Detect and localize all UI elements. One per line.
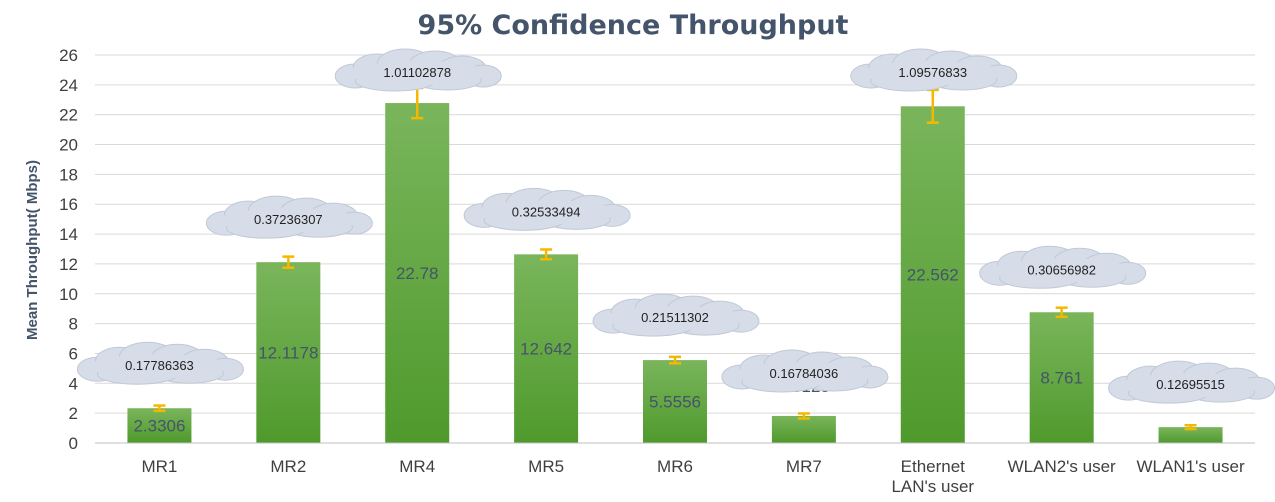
cloud-body <box>605 306 745 331</box>
value-label: 22.78 <box>396 264 439 283</box>
value-label: 12.642 <box>520 340 572 359</box>
confidence-cloud: 0.30656982 <box>979 245 1147 289</box>
bars <box>127 103 1223 443</box>
bar <box>385 103 450 443</box>
bar <box>514 254 579 443</box>
confidence-cloud: 0.12695515 <box>1108 360 1275 404</box>
error-bars <box>153 86 1197 431</box>
cloud-body <box>218 208 359 233</box>
y-tick-label: 14 <box>59 225 78 244</box>
category-label: MR1 <box>141 457 177 476</box>
cloud-body <box>1120 373 1261 398</box>
category-label: MR7 <box>786 457 822 476</box>
value-label: 8.761 <box>1040 369 1083 388</box>
confidence-label: 1.01102878 <box>383 65 451 80</box>
bar <box>1029 312 1094 443</box>
y-tick-label: 16 <box>59 195 78 214</box>
confidence-label: 0.30656982 <box>1027 262 1096 277</box>
confidence-label: 0.17786363 <box>125 358 194 373</box>
bar <box>771 415 836 443</box>
confidence-cloud: 0.16784036 <box>721 349 889 393</box>
confidence-cloud: 0.32533494 <box>463 187 631 231</box>
value-label: 2.3306 <box>133 417 185 436</box>
y-tick-label: 6 <box>69 344 78 363</box>
cloud-body <box>862 61 1003 85</box>
bar <box>900 106 965 443</box>
y-tick-label: 18 <box>59 165 78 184</box>
y-axis-label: Mean Throughput( Mbps) <box>24 160 41 340</box>
confidence-cloud: 0.21511302 <box>592 293 760 337</box>
confidence-callouts: 0.17786363 0.37236307 1.01102878 0.32533494… <box>76 48 1275 404</box>
confidence-label: 0.37236307 <box>254 212 323 227</box>
y-tick-label: 0 <box>69 434 78 453</box>
value-label: 5.5556 <box>649 393 701 412</box>
cloud-body <box>347 61 488 85</box>
bar <box>127 408 192 443</box>
confidence-label: 0.21511302 <box>641 310 709 325</box>
confidence-label: 0.12695515 <box>1156 377 1225 392</box>
category-label: WLAN2's user <box>1008 457 1116 476</box>
y-tick-label: 8 <box>69 315 78 334</box>
bar <box>1158 427 1223 443</box>
y-tick-label: 2 <box>69 404 78 423</box>
y-tick-label: 26 <box>59 46 78 65</box>
y-tick-label: 20 <box>59 136 78 155</box>
bar <box>256 262 321 443</box>
value-label: 22.562 <box>907 266 959 285</box>
category-label: MR6 <box>657 457 693 476</box>
confidence-cloud: 1.01102878 <box>334 48 502 92</box>
bar <box>643 360 707 443</box>
category-label: WLAN1's user <box>1137 457 1245 476</box>
category-label: Ethernet <box>901 457 966 476</box>
y-tick-label: 24 <box>59 76 78 95</box>
value-label: 12.1178 <box>258 344 318 363</box>
category-label: LAN's user <box>891 477 974 496</box>
cloud-body <box>991 258 1132 283</box>
y-tick-label: 4 <box>69 374 78 393</box>
y-tick-label: 22 <box>59 106 78 125</box>
confidence-cloud: 0.37236307 <box>205 195 373 239</box>
category-label: MR2 <box>270 457 306 476</box>
confidence-cloud: 0.17786363 <box>76 341 244 385</box>
cloud-body <box>89 354 230 379</box>
category-label: MR5 <box>528 457 564 476</box>
confidence-label: 0.16784036 <box>770 366 839 381</box>
y-tick-label: 10 <box>59 285 78 304</box>
y-tick-label: 12 <box>59 255 78 274</box>
chart-title: 95% Confidence Throughput <box>418 10 849 41</box>
confidence-label: 0.32533494 <box>512 204 581 219</box>
cloud-body <box>733 361 874 386</box>
category-label: MR4 <box>399 457 435 476</box>
confidence-cloud: 1.09576833 <box>850 48 1018 92</box>
cloud-body <box>476 200 617 225</box>
confidence-label: 1.09576833 <box>898 65 967 80</box>
